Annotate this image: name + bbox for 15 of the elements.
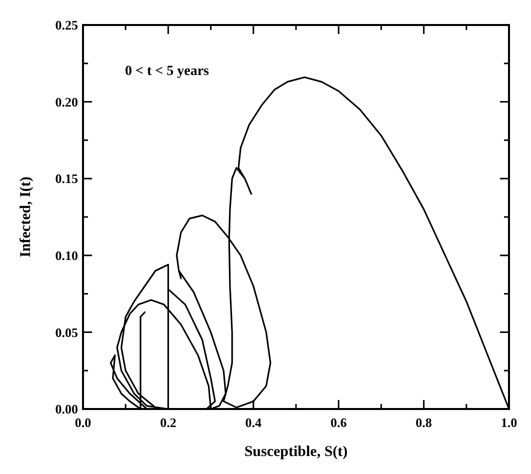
y-tick-label: 0.20 (55, 94, 78, 110)
annotation: 0 < t < 5 years (125, 64, 210, 79)
y-tick-label: 0.10 (55, 248, 78, 263)
y-tick-label: 0.05 (55, 324, 78, 340)
y-tick-label: 0.00 (55, 402, 78, 417)
y-tick-label: 0.15 (55, 171, 78, 186)
y-tick-label: 0.25 (55, 18, 78, 33)
x-tick-label: 0.8 (416, 415, 432, 430)
y-axis-title: Infected, I(t) (18, 176, 34, 258)
x-tick-label: 0.6 (330, 415, 348, 430)
x-tick-label: 0.0 (74, 415, 92, 430)
x-tick-label: 0.2 (160, 415, 176, 430)
x-tick-label: 0.4 (245, 415, 262, 430)
x-axis-title: Susceptible, S(t) (244, 444, 348, 460)
x-tick-label: 1.0 (500, 415, 518, 430)
